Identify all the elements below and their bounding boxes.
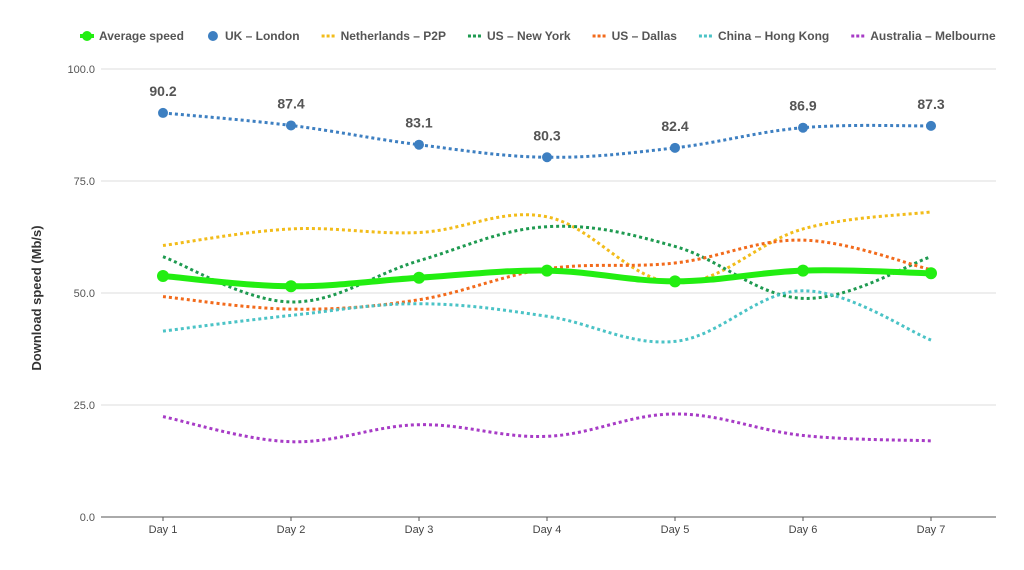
legend-label: Australia – Melbourne bbox=[870, 29, 996, 43]
legend-label: Netherlands – P2P bbox=[341, 29, 446, 43]
data-label: 90.2 bbox=[149, 83, 176, 99]
data-label: 82.4 bbox=[661, 118, 688, 134]
series-line-china-hong-kong bbox=[162, 289, 932, 344]
legend-label: China – Hong Kong bbox=[718, 29, 829, 43]
data-label: 87.4 bbox=[277, 95, 304, 111]
series-line-australia-melbourne bbox=[162, 412, 932, 444]
data-point-average-speed bbox=[669, 275, 681, 288]
data-label: 87.3 bbox=[917, 96, 944, 112]
legend-item-us-new-york[interactable]: US – New York bbox=[467, 29, 571, 43]
data-point-uk-london bbox=[670, 142, 680, 153]
data-point-uk-london bbox=[926, 120, 936, 131]
legend-label: Average speed bbox=[99, 29, 184, 43]
data-label: 86.9 bbox=[789, 98, 816, 114]
series-lines bbox=[157, 107, 937, 444]
legend-item-netherlands-p2p[interactable]: Netherlands – P2P bbox=[321, 29, 446, 43]
data-point-average-speed bbox=[797, 264, 809, 277]
legend-label: US – Dallas bbox=[612, 29, 678, 43]
y-tick-label: 0.0 bbox=[80, 512, 95, 524]
y-tick-label: 75.0 bbox=[74, 176, 95, 188]
data-point-average-speed bbox=[157, 269, 169, 282]
data-point-uk-london bbox=[414, 139, 424, 150]
data-point-average-speed bbox=[925, 267, 937, 280]
y-tick-label: 25.0 bbox=[74, 400, 95, 412]
data-point-average-speed bbox=[413, 271, 425, 284]
x-tick-label: Day 7 bbox=[917, 524, 946, 536]
data-label: 80.3 bbox=[533, 127, 560, 143]
grid bbox=[101, 68, 996, 518]
x-tick-label: Day 5 bbox=[661, 524, 690, 536]
series-line-us-new-york bbox=[162, 224, 932, 304]
data-point-uk-london bbox=[158, 107, 168, 118]
x-tick-label: Day 6 bbox=[789, 524, 818, 536]
data-label: 83.1 bbox=[405, 115, 432, 131]
y-tick-label: 50.0 bbox=[74, 288, 95, 300]
data-point-uk-london bbox=[542, 152, 552, 163]
data-point-average-speed bbox=[541, 264, 553, 277]
data-point-uk-london bbox=[798, 122, 808, 133]
legend-label: US – New York bbox=[487, 29, 571, 43]
y-tick-label: 100.0 bbox=[67, 64, 95, 76]
legend-item-china-hong-kong[interactable]: China – Hong Kong bbox=[698, 29, 829, 43]
series-line-netherlands-p2p bbox=[162, 210, 932, 285]
x-tick-label: Day 1 bbox=[149, 524, 178, 536]
data-labels: 90.2 87.4 83.1 80.3 82.4 86.9 87.3 bbox=[149, 83, 944, 143]
legend-marker bbox=[207, 31, 218, 41]
legend-label: UK – London bbox=[225, 29, 300, 43]
legend-marker bbox=[82, 31, 92, 41]
legend-item-average-speed[interactable]: Average speed bbox=[80, 29, 184, 43]
legend-item-australia-melbourne[interactable]: Australia – Melbourne bbox=[851, 29, 996, 43]
x-tick-label: Day 2 bbox=[277, 524, 306, 536]
legend[interactable]: Average speed UK – London Netherlands – P2… bbox=[80, 29, 996, 43]
axes: 0.0 25.0 50.0 75.0 100.0 Day 1 Day 2 Day 3 Day 4… bbox=[67, 64, 945, 536]
data-point-uk-london bbox=[286, 120, 296, 131]
data-point-average-speed bbox=[285, 280, 297, 293]
legend-item-uk-london[interactable]: UK – London bbox=[207, 29, 300, 43]
x-tick-label: Day 3 bbox=[405, 524, 434, 536]
y-axis-title: Download speed (Mb/s) bbox=[29, 225, 44, 370]
x-tick-label: Day 4 bbox=[533, 524, 562, 536]
legend-item-us-dallas[interactable]: US – Dallas bbox=[592, 29, 678, 43]
series-line-us-dallas bbox=[162, 238, 932, 311]
